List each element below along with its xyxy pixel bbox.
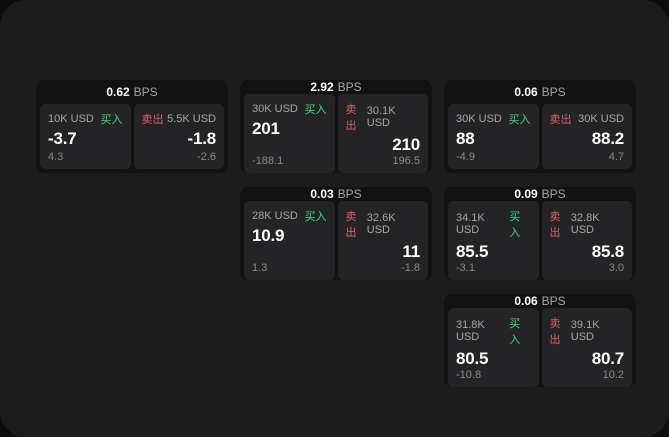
sell-panel[interactable]: 卖出 32.8K USD 85.8 3.0 xyxy=(541,201,632,280)
sell-delta: 196.5 xyxy=(392,154,420,167)
quote-card: 2.92 BPS 30K USD 买入 201 -188.1 卖出 30.1K … xyxy=(240,80,432,173)
sell-side-label: 卖出 xyxy=(549,318,561,346)
bps-value: 0.03 xyxy=(310,187,334,201)
quote-body: 10K USD 买入 -3.7 4.3 卖出 5.5K USD -1.8 -2.… xyxy=(36,104,228,173)
sell-side-label: 卖出 xyxy=(345,211,357,239)
quote-body: 30K USD 买入 88 -4.9 卖出 30K USD 88.2 4.7 xyxy=(444,104,636,173)
bps-header: 0.09 BPS xyxy=(444,187,636,201)
buy-amount: 30K USD xyxy=(456,113,502,125)
bps-unit: BPS xyxy=(337,187,362,201)
buy-amount: 30K USD xyxy=(252,103,298,115)
buy-panel[interactable]: 10K USD 买入 -3.7 4.3 xyxy=(40,104,131,169)
quote-body: 28K USD 买入 10.9 1.3 卖出 32.6K USD 11 -1.8 xyxy=(240,201,432,284)
quote-body: 34.1K USD 买入 85.5 -3.1 卖出 32.8K USD 85.8… xyxy=(444,201,636,284)
sell-amount: 39.1K USD xyxy=(570,319,600,343)
sell-panel[interactable]: 卖出 39.1K USD 80.7 10.2 xyxy=(541,308,632,387)
quote-card: 0.62 BPS 10K USD 买入 -3.7 4.3 卖出 5.5K USD xyxy=(36,80,228,173)
sell-panel[interactable]: 卖出 5.5K USD -1.8 -2.6 xyxy=(133,104,224,169)
bps-header: 0.03 BPS xyxy=(240,187,432,201)
buy-panel[interactable]: 28K USD 买入 10.9 1.3 xyxy=(244,201,335,280)
quote-card: 0.06 BPS 30K USD 买入 88 -4.9 卖出 30K USD xyxy=(444,80,636,173)
buy-side-label: 买入 xyxy=(509,318,521,346)
buy-side-label: 买入 xyxy=(304,104,327,116)
sell-amount: 32.8K USD xyxy=(570,212,600,236)
quote-card: 0.03 BPS 28K USD 买入 10.9 1.3 卖出 32.6K US… xyxy=(240,187,432,280)
sell-delta: 10.2 xyxy=(602,368,624,381)
buy-amount: 28K USD xyxy=(252,210,298,222)
buy-delta: -4.9 xyxy=(456,151,475,163)
buy-amount: 10K USD xyxy=(48,113,94,125)
bps-unit: BPS xyxy=(541,85,566,99)
sell-delta: 3.0 xyxy=(608,261,624,274)
sell-side-label: 卖出 xyxy=(549,211,561,239)
buy-amount: 34.1K USD xyxy=(456,212,485,236)
quote-card: 0.06 BPS 31.8K USD 买入 80.5 -10.8 卖出 39.1… xyxy=(444,294,636,387)
sell-delta: -2.6 xyxy=(197,151,216,163)
buy-panel[interactable]: 30K USD 买入 88 -4.9 xyxy=(448,104,539,169)
sell-amount: 30.1K USD xyxy=(366,105,396,129)
buy-panel[interactable]: 30K USD 买入 201 -188.1 xyxy=(244,94,335,173)
sell-side-label: 卖出 xyxy=(549,114,572,126)
buy-price: 88 xyxy=(456,129,475,148)
quote-card: 0.09 BPS 34.1K USD 买入 85.5 -3.1 卖出 32.8K… xyxy=(444,187,636,280)
sell-price: -1.8 xyxy=(187,129,217,148)
buy-delta: -10.8 xyxy=(456,368,482,381)
buy-delta: -188.1 xyxy=(252,154,284,167)
buy-price: -3.7 xyxy=(48,129,77,148)
sell-panel[interactable]: 卖出 32.6K USD 11 -1.8 xyxy=(337,201,428,280)
buy-price: 10.9 xyxy=(252,226,285,245)
bps-unit: BPS xyxy=(541,294,566,308)
buy-side-label: 买入 xyxy=(509,211,521,239)
sell-amount: 32.6K USD xyxy=(366,212,396,236)
buy-amount: 31.8K USD xyxy=(456,319,485,343)
sell-price: 88.2 xyxy=(591,129,624,148)
sell-price: 85.8 xyxy=(591,242,624,261)
buy-side-label: 买入 xyxy=(304,211,327,223)
sell-side-label: 卖出 xyxy=(345,104,357,132)
sell-amount: 5.5K USD xyxy=(167,113,216,125)
bps-unit: BPS xyxy=(337,80,362,94)
bps-value: 0.06 xyxy=(514,85,538,99)
buy-panel[interactable]: 31.8K USD 买入 80.5 -10.8 xyxy=(448,308,539,387)
buy-panel[interactable]: 34.1K USD 买入 85.5 -3.1 xyxy=(448,201,539,280)
buy-side-label: 买入 xyxy=(508,114,531,126)
bps-header: 0.62 BPS xyxy=(36,80,228,104)
bps-header: 0.06 BPS xyxy=(444,294,636,308)
bps-value: 0.09 xyxy=(514,187,538,201)
buy-side-label: 买入 xyxy=(100,114,123,126)
bps-header: 2.92 BPS xyxy=(240,80,432,94)
quote-body: 31.8K USD 买入 80.5 -10.8 卖出 39.1K USD 80.… xyxy=(444,308,636,391)
sell-price: 80.7 xyxy=(591,349,624,368)
buy-delta: -3.1 xyxy=(456,261,475,274)
sell-delta: 4.7 xyxy=(608,151,624,163)
buy-price: 80.5 xyxy=(456,349,489,368)
bps-value: 0.06 xyxy=(514,294,538,308)
buy-delta: 4.3 xyxy=(48,151,64,163)
bps-unit: BPS xyxy=(541,187,566,201)
sell-price: 210 xyxy=(392,135,420,154)
quote-grid: 0.62 BPS 10K USD 买入 -3.7 4.3 卖出 5.5K USD xyxy=(36,80,636,387)
sell-side-label: 卖出 xyxy=(141,114,164,126)
bps-unit: BPS xyxy=(133,85,158,99)
bps-value: 2.92 xyxy=(310,80,334,94)
sell-price: 11 xyxy=(402,242,420,261)
sell-delta: -1.8 xyxy=(401,261,420,274)
quote-body: 30K USD 买入 201 -188.1 卖出 30.1K USD 210 1… xyxy=(240,94,432,177)
bps-value: 0.62 xyxy=(106,85,130,99)
buy-delta: 1.3 xyxy=(252,261,268,274)
buy-price: 85.5 xyxy=(456,242,489,261)
bps-header: 0.06 BPS xyxy=(444,80,636,104)
sell-panel[interactable]: 卖出 30.1K USD 210 196.5 xyxy=(337,94,428,173)
sell-panel[interactable]: 卖出 30K USD 88.2 4.7 xyxy=(541,104,632,169)
buy-price: 201 xyxy=(252,119,280,138)
sell-amount: 30K USD xyxy=(578,113,624,125)
